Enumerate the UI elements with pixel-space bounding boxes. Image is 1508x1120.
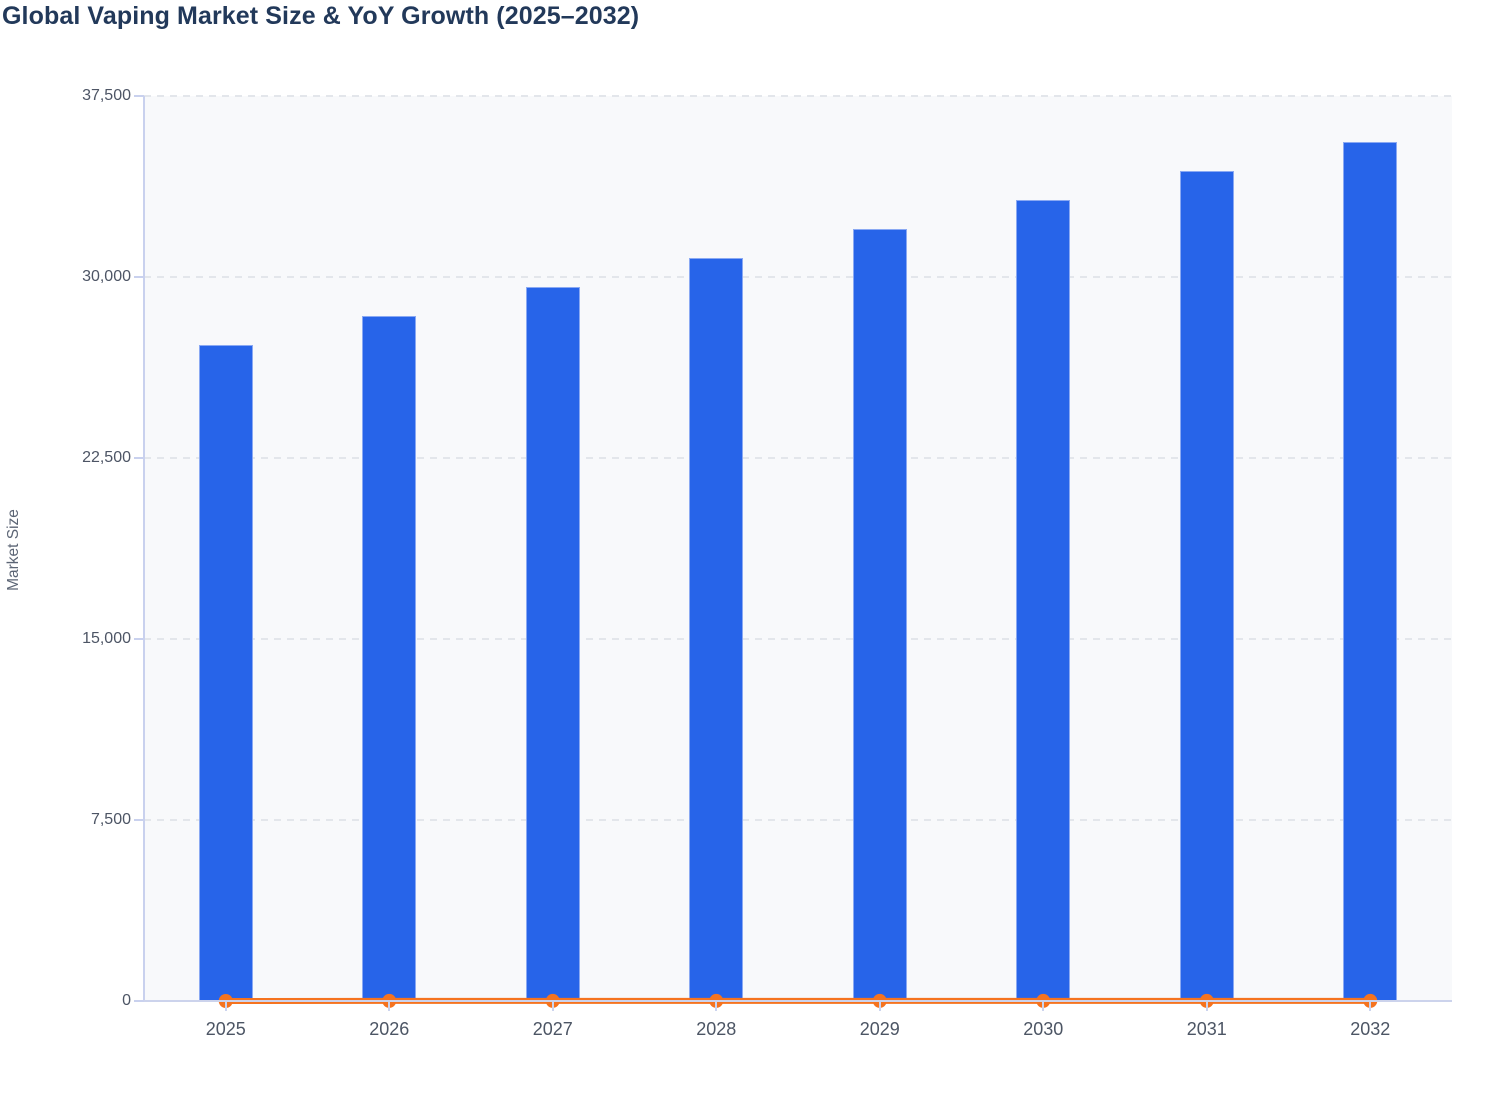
gridline-15000 bbox=[144, 638, 1452, 640]
y-tick-label: 22,500 bbox=[82, 449, 131, 466]
x-tick-mark bbox=[388, 1002, 391, 1011]
y-axis-title: Market Size bbox=[5, 509, 22, 591]
plot-area bbox=[144, 95, 1452, 1008]
x-tick-mark bbox=[224, 1002, 227, 1011]
y-tick-label: 30,000 bbox=[82, 268, 131, 285]
gridline-37500 bbox=[144, 95, 1452, 97]
x-tick-label: 2027 bbox=[532, 1019, 573, 1039]
y-tick-label: 7,500 bbox=[90, 811, 131, 828]
y-tick-label: 0 bbox=[122, 992, 131, 1009]
y-tick-label: 15,000 bbox=[82, 630, 131, 647]
bar-2027[interactable] bbox=[525, 286, 580, 1001]
x-tick-mark bbox=[715, 1002, 718, 1011]
x-tick-label: 2032 bbox=[1350, 1019, 1391, 1039]
y-tick-mark bbox=[134, 819, 144, 821]
y-axis-line bbox=[143, 96, 145, 1001]
chart-title: Global Vaping Market Size & YoY Growth (… bbox=[2, 2, 640, 30]
x-tick-label: 2030 bbox=[1023, 1019, 1064, 1039]
x-axis-line bbox=[144, 1000, 1452, 1002]
x-tick-label: 2029 bbox=[859, 1019, 900, 1039]
bar-2026[interactable] bbox=[362, 315, 417, 1001]
x-tick-mark bbox=[1369, 1002, 1372, 1011]
gridline-22500 bbox=[144, 457, 1452, 459]
y-tick-mark bbox=[134, 1000, 144, 1002]
x-tick-mark bbox=[1042, 1002, 1045, 1011]
bar-2031[interactable] bbox=[1179, 170, 1234, 1001]
bar-2032[interactable] bbox=[1343, 141, 1398, 1001]
bar-2028[interactable] bbox=[689, 257, 744, 1001]
y-tick-mark bbox=[134, 95, 144, 97]
y-tick-label: 37,500 bbox=[82, 87, 131, 104]
x-tick-mark bbox=[878, 1002, 881, 1011]
bar-2030[interactable] bbox=[1016, 199, 1071, 1001]
x-tick-label: 2028 bbox=[696, 1019, 737, 1039]
x-tick-mark bbox=[551, 1002, 554, 1011]
y-tick-mark bbox=[134, 638, 144, 640]
gridline-7500 bbox=[144, 819, 1452, 821]
y-tick-mark bbox=[134, 276, 144, 278]
gridline-30000 bbox=[144, 276, 1452, 278]
yoy-line-layer bbox=[218, 993, 1378, 1008]
x-tick-label: 2031 bbox=[1186, 1019, 1227, 1039]
x-tick-label: 2026 bbox=[369, 1019, 410, 1039]
y-tick-mark bbox=[134, 457, 144, 459]
x-tick-mark bbox=[1205, 1002, 1208, 1011]
bar-2025[interactable] bbox=[198, 344, 253, 1001]
x-tick-label: 2025 bbox=[205, 1019, 246, 1039]
